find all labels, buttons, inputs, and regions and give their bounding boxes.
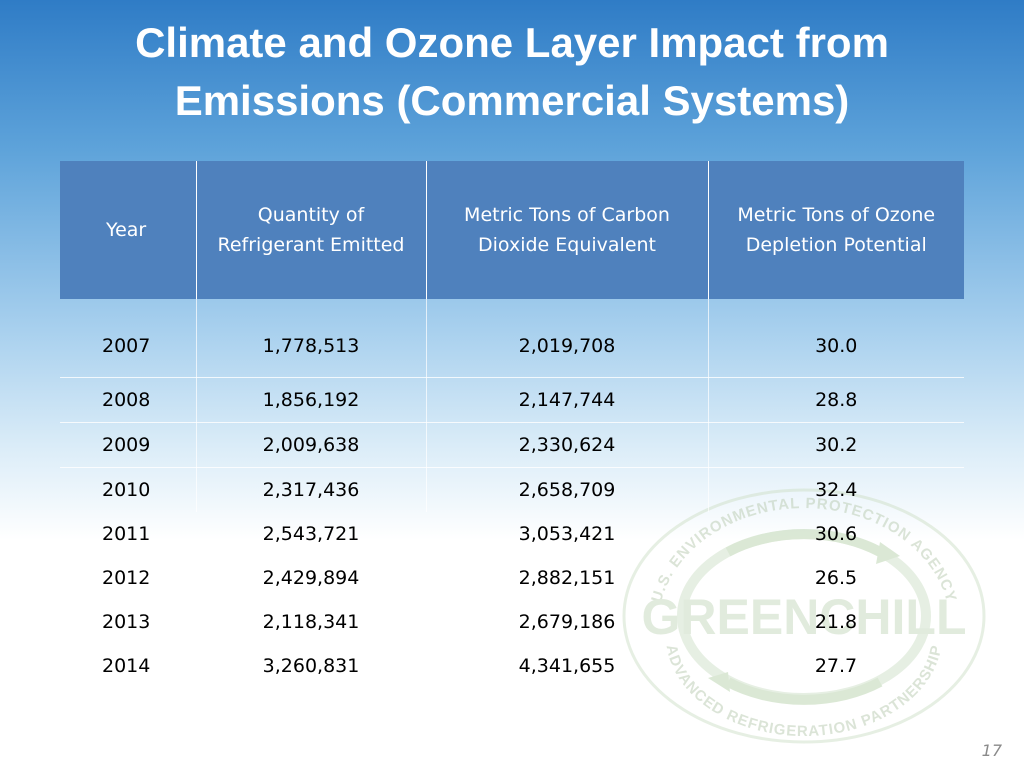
table-row: 2012 2,429,894 2,882,151 26.5: [60, 556, 964, 600]
emissions-table: Year Quantity of Refrigerant Emitted Met…: [60, 161, 964, 688]
cell-co2: 2,679,186: [518, 611, 616, 633]
table-row: 2009 2,009,638 2,330,624 30.2: [60, 422, 964, 468]
cell-odp: 21.8: [814, 611, 858, 633]
cell-year: 2013: [102, 611, 151, 633]
watermark-word: GREENCHILL: [642, 589, 967, 645]
cell-quantity: 1,856,192: [196, 377, 427, 423]
table-row: 2013 2,118,341 2,679,186 21.8: [60, 600, 964, 644]
cell-odp: 30.0: [708, 299, 964, 378]
greenchill-logo: U.S. ENVIRONMENTAL PROTECTION AGENCY ADV…: [622, 488, 986, 744]
cell-quantity: 3,260,831: [262, 655, 360, 677]
header-odp: Metric Tons of Ozone Depletion Potential: [708, 161, 964, 299]
page-number: 17: [981, 741, 1002, 760]
cell-odp: 32.4: [815, 479, 858, 501]
cell-odp: 26.5: [814, 567, 858, 589]
cell-odp: 30.2: [708, 422, 964, 468]
cell-co2: 2,882,151: [518, 567, 616, 589]
cell-year: 2011: [102, 523, 151, 545]
cell-year: 2010: [60, 467, 197, 512]
header-co2: Metric Tons of Carbon Dioxide Equivalent: [426, 161, 709, 299]
cell-quantity: 2,118,341: [262, 611, 360, 633]
cell-co2: 2,658,709: [426, 467, 709, 512]
cell-co2: 3,053,421: [518, 523, 616, 545]
cell-quantity: 2,317,436: [196, 467, 427, 512]
cell-year: 2012: [102, 567, 151, 589]
cell-quantity: 1,778,513: [196, 299, 427, 378]
cell-odp: 30.6: [814, 523, 858, 545]
table-row: 2008 1,856,192 2,147,744 28.8: [60, 377, 964, 423]
cell-year: 2014: [102, 655, 151, 677]
table-row: 2007 1,778,513 2,019,708 30.0: [60, 299, 964, 378]
cell-odp: 27.7: [814, 655, 858, 677]
cell-co2: 4,341,655: [518, 655, 616, 677]
cell-co2: 2,147,744: [426, 377, 709, 423]
slide-title-line-1: Climate and Ozone Layer Impact from: [135, 19, 889, 66]
cell-quantity: 2,009,638: [196, 422, 427, 468]
table-row: 2011 2,543,721 3,053,421 30.6: [60, 512, 964, 556]
table-header-row: Year Quantity of Refrigerant Emitted Met…: [60, 161, 964, 299]
cell-year: 2009: [60, 422, 197, 468]
cell-year: 2007: [60, 299, 197, 378]
cell-quantity: 2,429,894: [262, 567, 360, 589]
table-row: 2010 2,317,436 2,658,709 32.4: [60, 467, 964, 512]
cell-co2: 2,330,624: [426, 422, 709, 468]
header-year: Year: [60, 161, 197, 299]
cell-quantity: 2,543,721: [262, 523, 360, 545]
cell-odp: 28.8: [708, 377, 964, 423]
table-row: 2014 3,260,831 4,341,655 27.7: [60, 644, 964, 688]
cell-co2: 2,019,708: [426, 299, 709, 378]
cell-year: 2008: [60, 377, 197, 423]
slide-title: Climate and Ozone Layer Impact from Emis…: [40, 14, 984, 130]
slide-title-line-2: Emissions (Commercial Systems): [174, 77, 850, 124]
header-quantity: Quantity of Refrigerant Emitted: [196, 161, 427, 299]
